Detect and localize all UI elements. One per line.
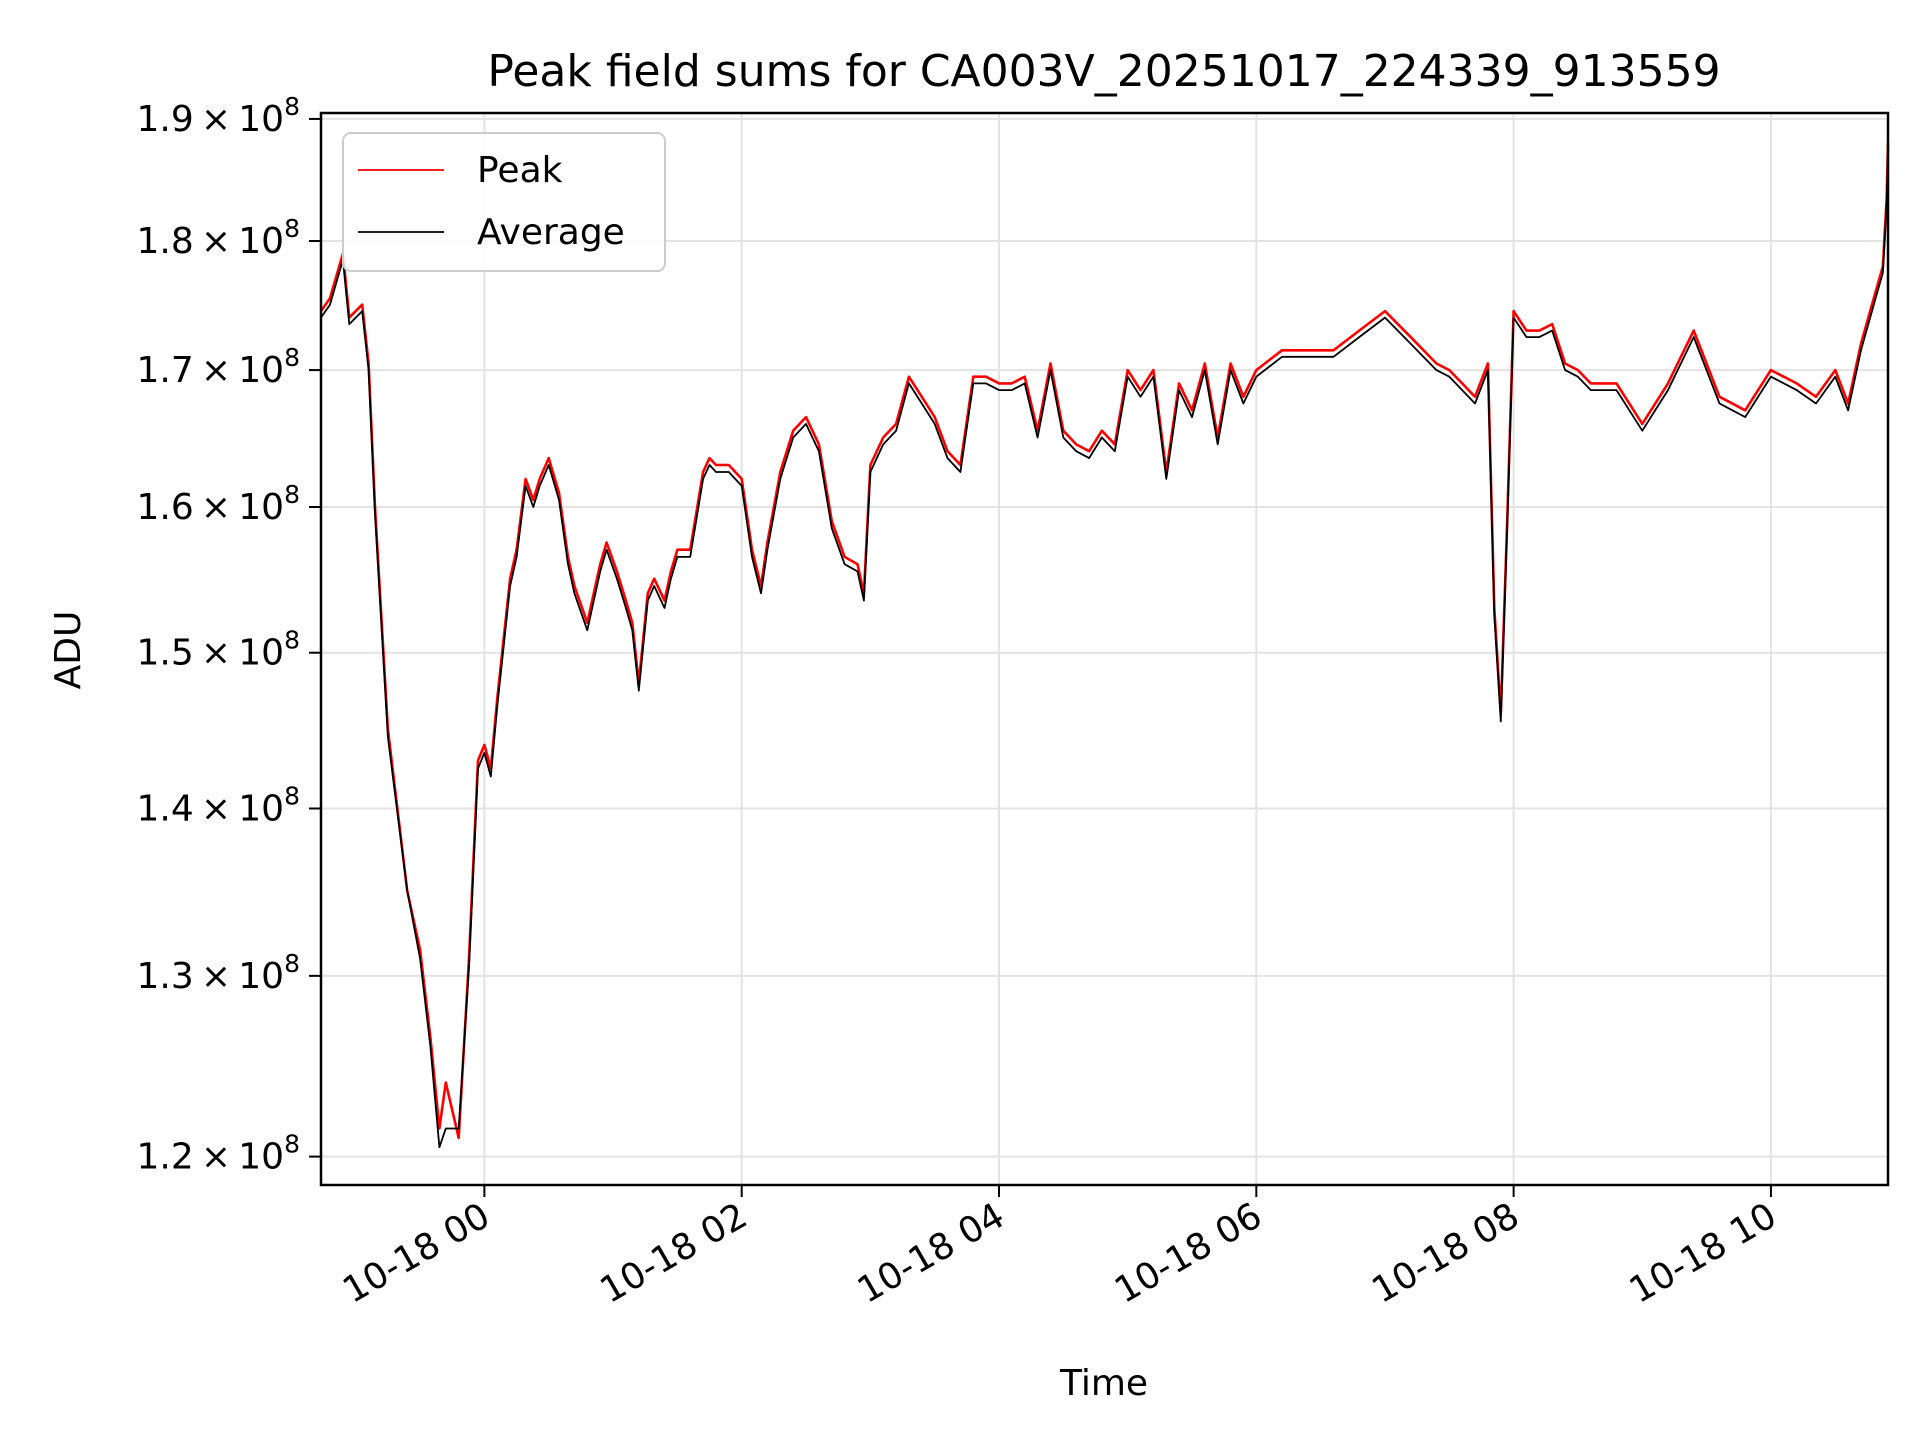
grid	[321, 113, 1888, 1185]
x-axis-title: Time	[1059, 1363, 1148, 1404]
series-layer	[319, 142, 1890, 1149]
y-tick-label: 1.3 × 108	[136, 949, 300, 997]
y-tick-label: 1.7 × 108	[136, 343, 300, 391]
y-tick-label: 1.6 × 108	[136, 480, 300, 528]
legend-label-average: Average	[477, 212, 625, 253]
legend: Peak Average	[342, 132, 666, 272]
y-axis-title: ADU	[48, 611, 89, 690]
plot-frame	[319, 111, 1890, 1187]
y-axis: 1.2 × 108 1.3 × 108 1.4 × 108 1.5 × 108 1.6 …	[136, 92, 321, 1178]
y-tick-label: 1.9 × 108	[136, 92, 300, 140]
y-tick-label: 1.4 × 108	[136, 782, 300, 830]
legend-box	[342, 132, 666, 272]
y-tick-label: 1.8 × 108	[136, 214, 300, 262]
y-tick-label: 1.2 × 108	[136, 1130, 300, 1178]
series-line-average	[320, 148, 1889, 1149]
legend-label-peak: Peak	[477, 150, 563, 191]
chart-title: Peak field sums for CA003V_20251017_2243…	[487, 46, 1720, 97]
y-tick-label: 1.5 × 108	[136, 626, 300, 674]
